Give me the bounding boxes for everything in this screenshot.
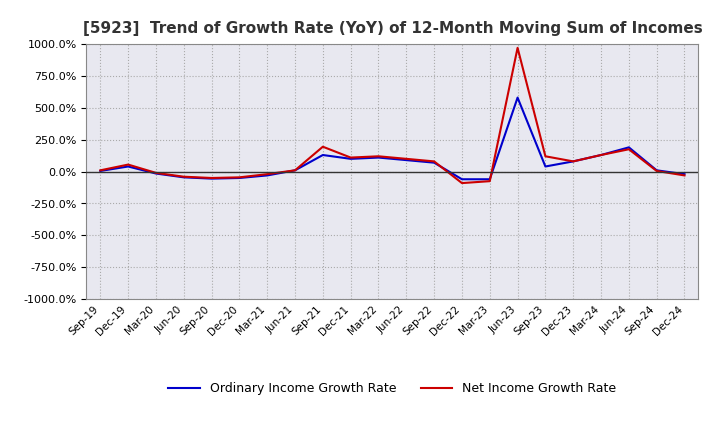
Ordinary Income Growth Rate <box>263 173 271 178</box>
Net Income Growth Rate <box>569 159 577 164</box>
Line: Ordinary Income Growth Rate: Ordinary Income Growth Rate <box>100 98 685 179</box>
Ordinary Income Growth Rate <box>458 176 467 182</box>
Ordinary Income Growth Rate <box>152 171 161 176</box>
Ordinary Income Growth Rate <box>624 145 633 150</box>
Net Income Growth Rate <box>458 180 467 186</box>
Net Income Growth Rate <box>680 173 689 178</box>
Ordinary Income Growth Rate <box>402 158 410 163</box>
Net Income Growth Rate <box>430 159 438 164</box>
Ordinary Income Growth Rate <box>124 164 132 169</box>
Net Income Growth Rate <box>485 179 494 184</box>
Net Income Growth Rate <box>124 162 132 167</box>
Title: [5923]  Trend of Growth Rate (YoY) of 12-Month Moving Sum of Incomes: [5923] Trend of Growth Rate (YoY) of 12-… <box>83 21 702 36</box>
Ordinary Income Growth Rate <box>235 175 243 180</box>
Net Income Growth Rate <box>318 144 327 149</box>
Ordinary Income Growth Rate <box>346 156 355 161</box>
Ordinary Income Growth Rate <box>430 160 438 165</box>
Net Income Growth Rate <box>152 170 161 176</box>
Net Income Growth Rate <box>652 169 661 174</box>
Ordinary Income Growth Rate <box>680 172 689 177</box>
Net Income Growth Rate <box>402 156 410 161</box>
Ordinary Income Growth Rate <box>207 176 216 181</box>
Net Income Growth Rate <box>263 172 271 177</box>
Ordinary Income Growth Rate <box>318 152 327 158</box>
Ordinary Income Growth Rate <box>485 176 494 182</box>
Net Income Growth Rate <box>291 168 300 173</box>
Net Income Growth Rate <box>179 174 188 180</box>
Line: Net Income Growth Rate: Net Income Growth Rate <box>100 48 685 183</box>
Ordinary Income Growth Rate <box>96 169 104 174</box>
Net Income Growth Rate <box>513 45 522 51</box>
Ordinary Income Growth Rate <box>597 152 606 158</box>
Net Income Growth Rate <box>374 154 383 159</box>
Ordinary Income Growth Rate <box>541 164 550 169</box>
Net Income Growth Rate <box>346 155 355 160</box>
Ordinary Income Growth Rate <box>374 155 383 160</box>
Ordinary Income Growth Rate <box>291 168 300 173</box>
Ordinary Income Growth Rate <box>179 175 188 180</box>
Net Income Growth Rate <box>96 168 104 173</box>
Ordinary Income Growth Rate <box>652 168 661 173</box>
Ordinary Income Growth Rate <box>513 95 522 100</box>
Ordinary Income Growth Rate <box>569 159 577 164</box>
Net Income Growth Rate <box>207 175 216 180</box>
Legend: Ordinary Income Growth Rate, Net Income Growth Rate: Ordinary Income Growth Rate, Net Income … <box>163 377 621 400</box>
Net Income Growth Rate <box>235 175 243 180</box>
Net Income Growth Rate <box>597 152 606 158</box>
Net Income Growth Rate <box>541 154 550 159</box>
Net Income Growth Rate <box>624 147 633 152</box>
